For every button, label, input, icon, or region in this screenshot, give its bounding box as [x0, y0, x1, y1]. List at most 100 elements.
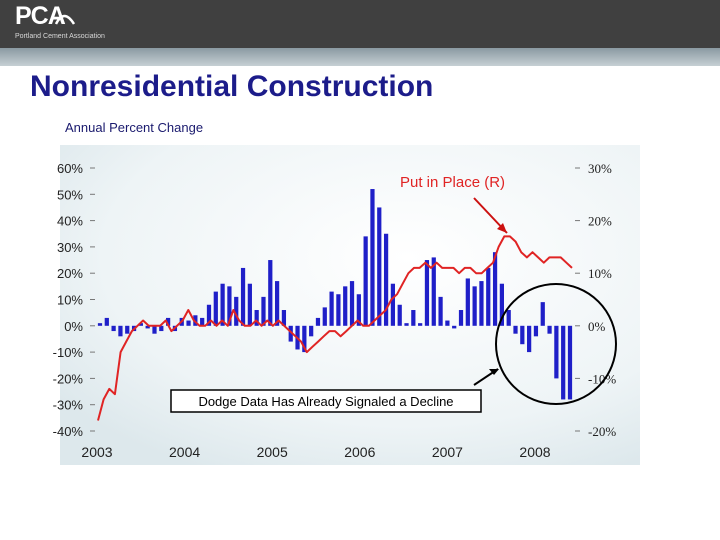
dodge-bar	[166, 317, 171, 326]
chart-subtitle: Annual Percent Change	[65, 120, 204, 135]
dodge-bar	[349, 281, 355, 326]
dodge-bar	[554, 325, 559, 379]
dodge-bar	[356, 294, 361, 326]
left-axis: 60% 50% 40% 30% 20% 10% 0% -10% -20% -30% -40%	[53, 161, 95, 439]
dodge-bar	[111, 325, 116, 332]
dodge-bar	[383, 233, 389, 326]
dodge-bar	[186, 320, 191, 326]
left-axis-tick-label: 50%	[57, 187, 83, 202]
dodge-bar	[104, 317, 109, 326]
dodge-bar	[254, 310, 259, 326]
dodge-bar	[206, 304, 212, 326]
dodge-bar	[336, 294, 341, 326]
dodge-bar	[520, 325, 525, 345]
line-series-label: Put in Place (R)	[400, 174, 505, 191]
dodge-bar	[152, 325, 157, 334]
x-axis-tick-label: 2008	[519, 444, 550, 460]
dodge-bar	[377, 207, 382, 326]
dodge-bar	[138, 323, 143, 326]
dodge-bar	[329, 291, 334, 326]
dodge-bar	[240, 267, 246, 326]
left-axis-tick-label: -40%	[53, 424, 84, 439]
annotation-text: Dodge Data Has Already Signaled a Declin…	[198, 394, 453, 409]
dodge-bar	[452, 325, 457, 329]
dodge-bar	[125, 325, 130, 334]
left-axis-tick-label: 60%	[57, 161, 83, 176]
right-axis: 30% 20% 10% 0% -10% -20%	[575, 161, 616, 439]
right-axis-tick-label: 20%	[588, 214, 612, 229]
dodge-bar	[234, 296, 239, 326]
left-axis-tick-label: 20%	[57, 266, 83, 281]
chart-area: 60% 50% 40% 30% 20% 10% 0% -10% -20% -30% -40% 30%…	[0, 145, 720, 540]
dodge-bar	[315, 317, 321, 326]
dodge-bar	[540, 302, 545, 326]
dodge-bar	[499, 283, 504, 326]
dodge-bar	[281, 310, 287, 326]
chart-svg: 60% 50% 40% 30% 20% 10% 0% -10% -20% -30% -40% 30%…	[53, 145, 640, 465]
dodge-bar	[527, 325, 532, 353]
annotation-box	[170, 389, 482, 413]
dodge-bar	[213, 291, 218, 326]
dodge-bar	[479, 281, 484, 326]
decline-circle	[495, 283, 617, 405]
dodge-bar	[506, 310, 511, 326]
dodge-bar	[513, 325, 518, 334]
logo-subtext: Portland Cement Association	[15, 33, 105, 40]
dodge-bar	[561, 325, 566, 400]
header-bar: PCA Portland Cement Association	[0, 0, 720, 48]
dodge-bar	[492, 252, 498, 326]
left-axis-tick-label: 40%	[57, 214, 83, 229]
dodge-bar	[302, 325, 307, 353]
header-band	[0, 48, 720, 66]
dodge-bar	[486, 267, 491, 326]
dodge-bar	[220, 283, 225, 326]
line-label-arrowhead	[497, 223, 507, 233]
dodge-bar	[547, 325, 552, 334]
logo: PCA	[15, 2, 66, 30]
left-axis-tick-label: -30%	[53, 398, 84, 413]
dodge-bar	[227, 286, 232, 326]
x-axis-tick-label: 2006	[344, 444, 375, 460]
dodge-bar	[268, 260, 273, 326]
dodge-bar	[343, 286, 348, 326]
dodge-bar	[288, 325, 293, 342]
dodge-bars	[97, 189, 573, 400]
dodge-bar	[309, 325, 314, 337]
x-axis-tick-label: 2007	[432, 444, 463, 460]
put-in-place-line	[97, 235, 573, 421]
dodge-bar	[159, 325, 164, 332]
dodge-bar	[438, 296, 443, 326]
dodge-bar	[322, 307, 327, 326]
dodge-bar	[118, 325, 123, 337]
dodge-bar	[247, 283, 252, 326]
dodge-bar	[200, 317, 205, 326]
dodge-bar	[363, 236, 368, 326]
dodge-bar	[418, 323, 423, 326]
dodge-bar	[411, 310, 416, 326]
dodge-bar	[445, 320, 450, 326]
right-axis-tick-label: -20%	[588, 424, 616, 439]
x-axis-tick-label: 2005	[257, 444, 288, 460]
dodge-bar	[397, 304, 402, 326]
dodge-bar	[274, 281, 280, 326]
dodge-bar	[145, 325, 150, 329]
left-axis-tick-label: 10%	[57, 293, 83, 308]
decline-arrowhead	[489, 369, 499, 375]
dodge-bar	[261, 296, 266, 326]
slide-title: Nonresidential Construction	[30, 70, 434, 103]
left-axis-tick-label: -10%	[53, 345, 84, 360]
left-axis-tick-label: -20%	[53, 371, 84, 386]
left-axis-tick-label: 30%	[57, 240, 83, 255]
dodge-bar	[424, 260, 430, 326]
dodge-bar	[533, 325, 539, 337]
x-axis-tick-label: 2003	[81, 444, 112, 460]
dodge-bar	[404, 323, 409, 326]
dodge-bar	[431, 257, 436, 326]
dodge-bar	[458, 310, 464, 326]
dodge-bar	[97, 323, 103, 326]
right-axis-tick-label: -10%	[588, 371, 616, 386]
dodge-bar	[567, 325, 573, 400]
put-in-place-polyline	[97, 235, 573, 421]
left-axis-tick-label: 0%	[64, 319, 83, 334]
dodge-bar	[472, 286, 477, 326]
